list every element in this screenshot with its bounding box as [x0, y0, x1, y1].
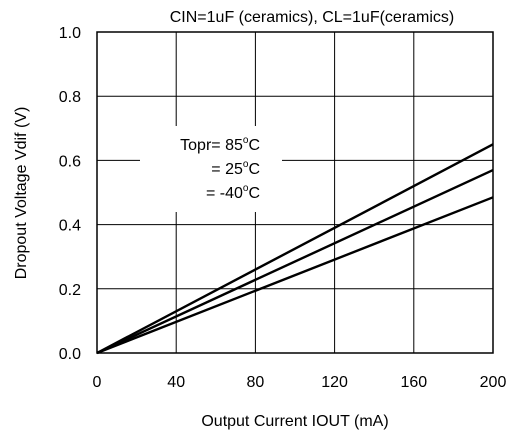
annotation-box: [140, 126, 282, 212]
series-line-1: [96, 143, 494, 355]
y-tick-labels: 0.0 0.2 0.4 0.6 0.8 1.0: [59, 25, 81, 363]
x-tick-label: 40: [167, 374, 185, 391]
chart-title: CIN=1uF (ceramics), CL=1uF(ceramics): [170, 9, 455, 26]
x-tick-label: 0: [93, 374, 102, 391]
y-tick-label: 0.0: [59, 346, 81, 363]
x-tick-label: 120: [321, 374, 348, 391]
plot-frame: [96, 31, 494, 354]
x-axis-label: Output Current IOUT (mA): [201, 413, 388, 430]
annotation-25c: = 25oC: [211, 159, 260, 178]
x-tick-label: 80: [247, 374, 265, 391]
annotation-85c: Topr= 85oC: [180, 135, 260, 154]
y-tick-label: 0.8: [59, 89, 81, 106]
x-tick-labels: 0 40 80 120 160 200: [93, 374, 507, 391]
x-tick-label: 160: [400, 374, 427, 391]
y-tick-label: 0.6: [59, 153, 81, 170]
series-lines: [96, 143, 494, 355]
series-line-3: [96, 196, 494, 355]
y-tick-label: 0.4: [59, 218, 81, 235]
series-line-2: [96, 168, 494, 355]
x-tick-label: 200: [480, 374, 507, 391]
annotation-minus40c: = -40oC: [206, 183, 260, 202]
y-tick-label: 1.0: [59, 25, 81, 42]
y-tick-label: 0.2: [59, 282, 81, 299]
y-axis-label: Dropout Voltage Vdif (V): [13, 107, 30, 280]
